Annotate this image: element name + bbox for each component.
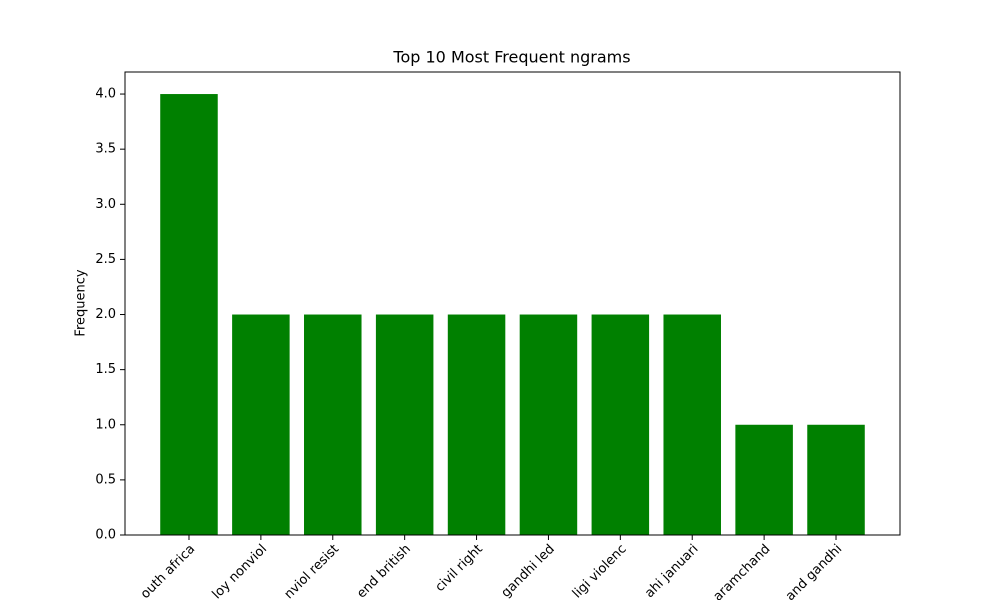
y-tick-label: 3.0	[95, 197, 116, 212]
y-tick-label: 0.5	[95, 472, 116, 487]
bar	[447, 314, 506, 535]
bar	[807, 424, 865, 535]
y-tick-label: 2.5	[95, 252, 116, 267]
y-tick-label: 3.5	[95, 142, 116, 157]
bar	[735, 424, 793, 535]
bar	[663, 314, 721, 535]
bar	[304, 314, 362, 535]
y-tick-label: 2.0	[95, 307, 116, 322]
bar	[519, 314, 578, 535]
bar	[591, 314, 650, 535]
y-axis-label: Frequency	[74, 269, 89, 336]
chart-title: Top 10 Most Frequent ngrams	[392, 48, 630, 67]
bar	[375, 314, 434, 535]
y-tick-label: 4.0	[95, 87, 116, 102]
y-tick-label: 1.5	[95, 362, 116, 377]
y-tick-label: 1.0	[95, 417, 116, 432]
y-tick-label: 0.0	[95, 528, 116, 543]
bar	[232, 314, 290, 535]
bar	[160, 94, 218, 536]
plot-frame	[124, 71, 901, 536]
